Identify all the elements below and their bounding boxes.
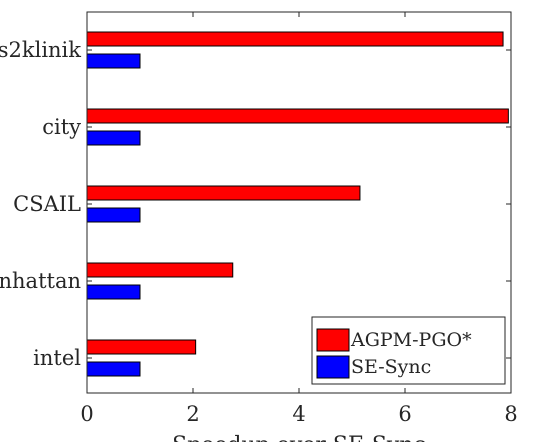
x-tick-label: 0 xyxy=(80,402,93,426)
y-tick-label: s2klinik xyxy=(0,38,81,62)
y-tick-label: intel xyxy=(33,346,81,370)
legend-label-sesync: SE-Sync xyxy=(351,356,431,378)
y-tick-label: city xyxy=(42,115,81,139)
legend: AGPM-PGO* SE-Sync xyxy=(311,316,506,385)
bar-sesync-garage2klinik xyxy=(86,53,141,69)
x-axis-label: Speedup over SE-Sync xyxy=(172,433,426,442)
bar-sesync-intel xyxy=(86,361,141,377)
legend-swatch-sesync xyxy=(316,355,350,379)
bar-agpm-intel xyxy=(86,339,197,355)
bar-sesync-CSAIL xyxy=(86,207,141,223)
y-tick-label: CSAIL xyxy=(13,192,81,216)
x-tick-label: 8 xyxy=(504,402,517,426)
legend-label-agpm: AGPM-PGO* xyxy=(350,329,472,351)
y-tick-label: nhattan xyxy=(0,269,81,293)
bar-agpm-manhattan xyxy=(86,262,234,278)
bar-agpm-city xyxy=(86,108,509,124)
legend-swatch-agpm xyxy=(316,328,350,352)
ticks-group: s2klinik city CSAIL nhattan intel 0 2 4 6 8 xyxy=(0,12,518,426)
x-tick-label: 4 xyxy=(292,402,305,426)
bar-agpm-CSAIL xyxy=(86,185,361,201)
x-tick-label: 6 xyxy=(398,402,411,426)
bar-sesync-manhattan xyxy=(86,284,141,300)
x-tick-label: 2 xyxy=(186,402,199,426)
bar-sesync-city xyxy=(86,130,141,146)
bar-agpm-garage2klinik xyxy=(86,31,504,47)
